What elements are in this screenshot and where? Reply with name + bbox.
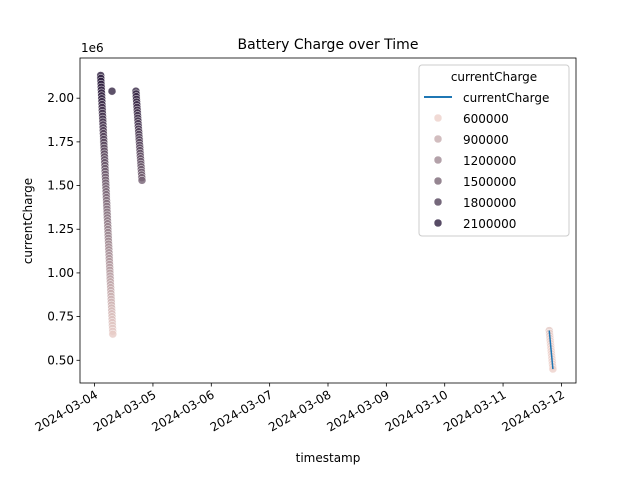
legend-swatch xyxy=(433,155,443,165)
data-point xyxy=(108,329,118,339)
y-tick-label: 0.75 xyxy=(47,310,74,324)
x-tick-label: 2024-03-11 xyxy=(441,387,508,434)
x-tick-label: 2024-03-05 xyxy=(91,387,158,434)
x-tick-label: 2024-03-07 xyxy=(208,387,275,434)
y-tick-label: 2.00 xyxy=(47,91,74,105)
data-point xyxy=(137,176,147,185)
legend-swatch xyxy=(433,176,443,186)
x-tick-label: 2024-03-12 xyxy=(500,387,567,434)
legend-label: 600000 xyxy=(463,112,509,126)
legend-swatch xyxy=(433,197,443,207)
legend-label: 1200000 xyxy=(463,154,516,168)
y-tick-label: 0.50 xyxy=(47,353,74,367)
legend: currentCharge currentCharge 600000 900000… xyxy=(418,64,570,237)
series-line xyxy=(548,330,554,370)
y-tick-label: 1.00 xyxy=(47,266,74,280)
x-tick-label: 2024-03-04 xyxy=(33,387,100,434)
legend-swatch xyxy=(433,113,443,123)
legend-swatch xyxy=(433,134,443,144)
y-tick-label: 1.25 xyxy=(47,222,74,236)
chart-title: Battery Charge over Time xyxy=(238,37,419,53)
legend-label: 900000 xyxy=(463,133,509,147)
legend-frame xyxy=(418,64,570,237)
legend-label: 1800000 xyxy=(463,196,516,210)
legend-label: 1500000 xyxy=(463,175,516,189)
x-axis-label: timestamp xyxy=(296,451,361,465)
legend-title: currentCharge xyxy=(451,70,537,84)
y-offset-label: 1e6 xyxy=(81,41,104,55)
x-tick-label: 2024-03-08 xyxy=(266,387,333,434)
regression-line xyxy=(548,330,554,370)
y-axis: 0.50 0.75 1.00 1.25 1.50 1.75 2.00 xyxy=(47,91,80,367)
y-tick-label: 1.50 xyxy=(47,179,74,193)
legend-swatch xyxy=(433,218,443,228)
x-tick-label: 2024-03-10 xyxy=(383,387,450,434)
x-tick-label: 2024-03-06 xyxy=(149,387,216,434)
y-tick-label: 1.75 xyxy=(47,135,74,149)
y-axis-label: currentCharge xyxy=(21,178,35,264)
legend-line-label: currentCharge xyxy=(463,91,549,105)
legend-label: 2100000 xyxy=(463,217,516,231)
x-tick-label: 2024-03-09 xyxy=(324,387,391,434)
x-axis: 2024-03-042024-03-052024-03-062024-03-07… xyxy=(33,383,567,434)
data-point xyxy=(107,86,117,96)
scatter-points xyxy=(96,71,558,374)
